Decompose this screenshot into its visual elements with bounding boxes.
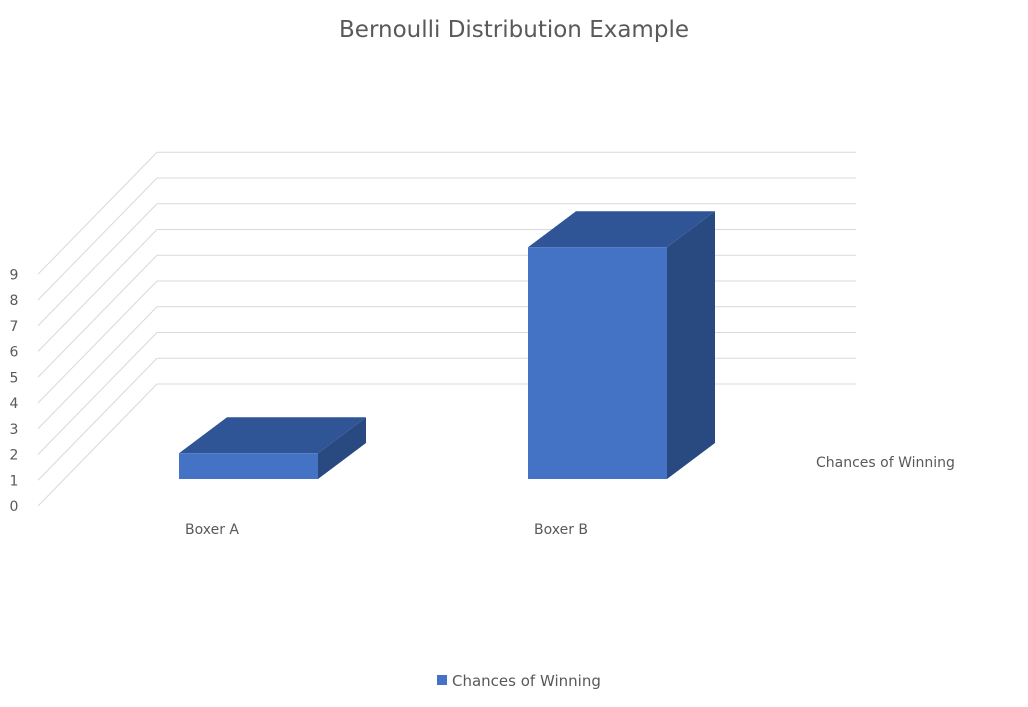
y-tick-label: 4	[10, 396, 19, 412]
gridline-depth	[37, 254, 158, 378]
bar-side	[318, 417, 366, 479]
gridlines	[37, 151, 856, 507]
gridline-depth	[37, 280, 158, 404]
x-tick-label: Boxer A	[185, 522, 239, 538]
y-axis: 0 1 2 3 4 5 6 7 8 9	[10, 267, 19, 515]
y-tick-label: 9	[10, 267, 19, 283]
gridline-depth	[37, 332, 158, 455]
bar-top	[528, 211, 715, 248]
y-tick-label: 8	[10, 293, 19, 309]
y-tick-label: 3	[10, 422, 19, 438]
x-tick-label: Boxer B	[534, 522, 588, 538]
y-tick-label: 5	[10, 370, 19, 386]
bar-top	[179, 417, 366, 454]
y-tick-label: 7	[10, 319, 19, 335]
y-tick-label: 0	[10, 499, 19, 515]
x-axis: Boxer A Boxer B	[185, 522, 588, 538]
gridline-depth	[37, 203, 158, 327]
gridline-depth	[37, 383, 158, 507]
legend-label: Chances of Winning	[452, 672, 601, 690]
gridline-depth	[37, 151, 158, 275]
bars	[179, 211, 715, 479]
gridline-depth	[37, 357, 158, 481]
chart-title: Bernoulli Distribution Example	[339, 17, 689, 43]
legend: Chances of Winning	[437, 672, 601, 690]
bar	[179, 453, 318, 479]
gridline-depth	[37, 306, 158, 430]
depth-axis-label: Chances of Winning	[816, 455, 955, 471]
legend-swatch	[437, 675, 447, 685]
y-tick-label: 1	[10, 473, 19, 489]
bar	[528, 247, 667, 479]
gridline-depth	[37, 229, 158, 352]
bar-side	[667, 211, 715, 479]
gridline-depth	[37, 177, 158, 301]
y-tick-label: 2	[10, 448, 19, 464]
y-tick-label: 6	[10, 345, 19, 361]
